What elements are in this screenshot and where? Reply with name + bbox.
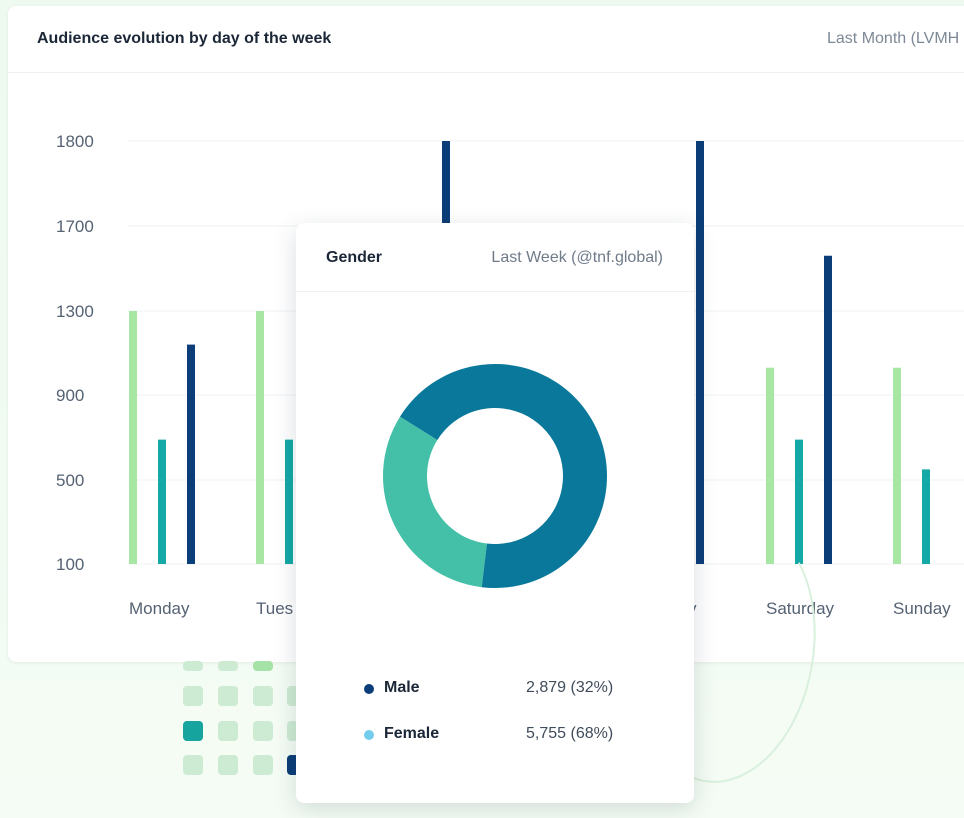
bar [922, 469, 930, 564]
y-tick-label: 1800 [56, 132, 94, 151]
y-tick-label: 900 [56, 386, 84, 405]
bar [795, 439, 803, 564]
bar [766, 367, 774, 564]
legend-value: 5,755 (68%) [526, 725, 614, 742]
legend-dot-male [364, 684, 374, 694]
bar [129, 311, 137, 564]
audience-card-header: Audience evolution by day of the week La… [8, 6, 964, 73]
legend-dot-female [364, 730, 374, 740]
gender-period-selector[interactable]: Last Week (@tnf.global) [491, 249, 663, 266]
x-tick-label: Sunday [893, 599, 951, 618]
donut-slice-male [383, 416, 487, 588]
decorative-tile [183, 755, 203, 775]
decorative-tile [183, 661, 203, 671]
y-tick-label: 100 [56, 555, 84, 574]
decorative-tile [218, 686, 238, 706]
gender-card: Gender Last Week (@tnf.global) Male 2,87… [296, 223, 694, 803]
x-tick-label: Tues [256, 599, 293, 618]
legend-item-male: Male 2,879 (32%) [364, 677, 664, 701]
y-tick-label: 1700 [56, 217, 94, 236]
decorative-tile [253, 721, 273, 741]
decorative-tile [253, 686, 273, 706]
legend-value: 2,879 (32%) [526, 679, 614, 696]
x-tick-label: Saturday [766, 599, 835, 618]
decorative-tile [218, 755, 238, 775]
legend-item-female: Female 5,755 (68%) [364, 723, 664, 747]
legend-label: Female [384, 725, 440, 742]
legend-label: Male [384, 679, 420, 696]
gender-card-title: Gender [326, 249, 383, 266]
bar [256, 311, 264, 564]
decorative-tile [218, 721, 238, 741]
decorative-tile [183, 721, 203, 741]
donut-slice-female [400, 364, 607, 588]
decorative-tile [183, 686, 203, 706]
audience-card-title: Audience evolution by day of the week [37, 30, 332, 47]
bar [824, 255, 832, 564]
bar [158, 439, 166, 564]
gender-card-header: Gender Last Week (@tnf.global) [296, 223, 694, 292]
gender-donut-chart [383, 364, 607, 588]
decorative-tile [253, 661, 273, 671]
x-tick-label: Monday [129, 599, 190, 618]
bar [893, 367, 901, 564]
y-tick-label: 500 [56, 471, 84, 490]
bar [285, 439, 293, 564]
y-tick-label: 1300 [56, 302, 94, 321]
bar [187, 344, 195, 564]
audience-period-selector[interactable]: Last Month (LVMH [827, 30, 960, 47]
bar [696, 141, 704, 564]
decorative-tile [253, 755, 273, 775]
decorative-tile [218, 661, 238, 671]
